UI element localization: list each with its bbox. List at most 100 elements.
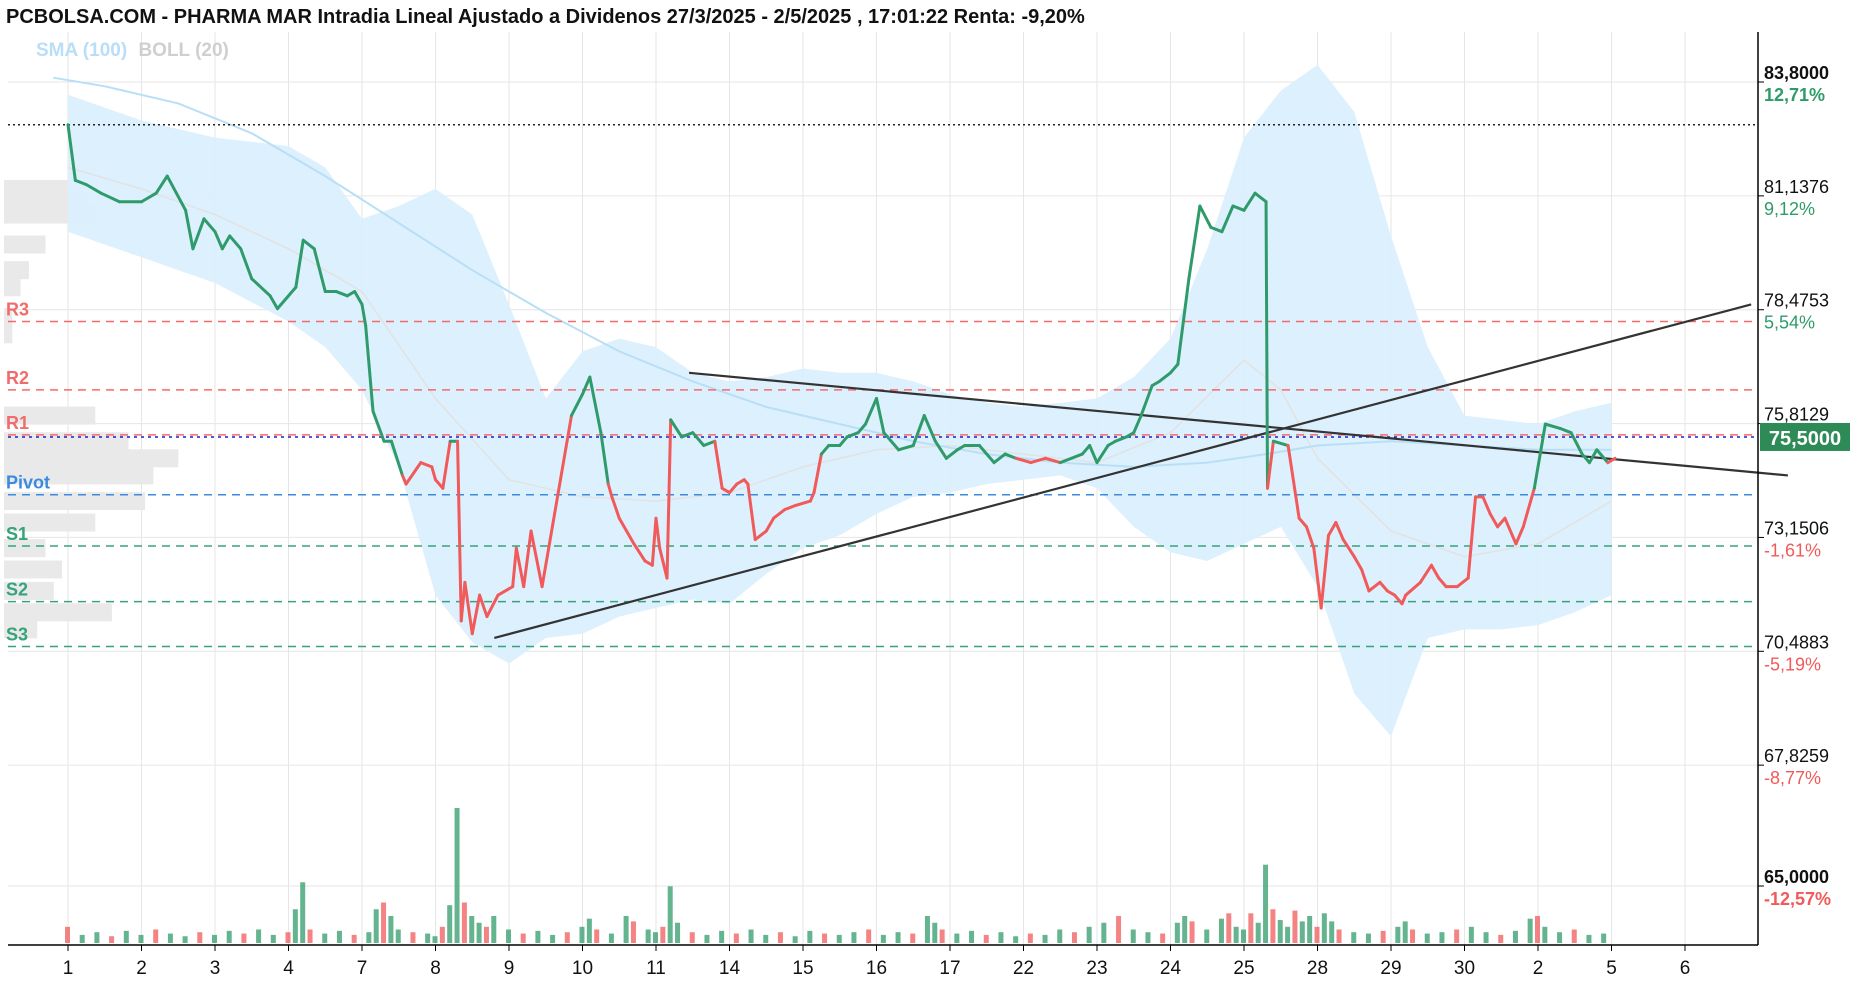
volume-bar [1270, 909, 1276, 943]
price-segment [529, 529, 544, 589]
volume-bar [1255, 922, 1261, 943]
price-segment [1327, 520, 1338, 537]
price-segment [1569, 431, 1584, 456]
volume-bar [1101, 922, 1107, 943]
volume-bar [763, 934, 769, 943]
price-segment [1157, 371, 1172, 383]
level-label-r2: R2 [6, 368, 29, 388]
price-segment [430, 465, 437, 482]
price-segment [1014, 456, 1033, 465]
price-segment [1266, 439, 1275, 490]
price-segment [1334, 520, 1345, 542]
volume-bar [1233, 926, 1239, 943]
x-tick-label: 8 [430, 958, 441, 979]
x-tick-label: 28 [1307, 958, 1328, 979]
price-segment [371, 409, 386, 443]
y-tick-label: 73,1506 [1764, 518, 1829, 538]
x-tick-label: 3 [210, 958, 221, 979]
price-segment [1242, 191, 1257, 212]
sma-legend[interactable]: SMA (100) [36, 40, 128, 61]
volume-bar [1527, 918, 1533, 943]
volume-bar [1586, 934, 1592, 943]
price-segment [239, 247, 254, 281]
x-tick-label: 24 [1160, 958, 1182, 979]
volume-bar [1314, 926, 1320, 943]
volume-bar [1498, 934, 1504, 943]
price-segment [1304, 525, 1316, 550]
price-segment [485, 593, 500, 619]
price-segment [419, 461, 434, 469]
volume-bar [1160, 933, 1166, 943]
price-segment [588, 375, 603, 435]
volume-bar [439, 926, 445, 943]
volume-bar [270, 934, 276, 943]
y-tick-percent: 12,71% [1764, 85, 1825, 105]
y-tick-percent: -1,61% [1764, 540, 1821, 560]
volume-bar [425, 933, 431, 943]
volume-bar [1571, 929, 1577, 943]
volume-bar [1277, 920, 1283, 943]
volume-bar [1182, 916, 1188, 943]
volume-bar [1204, 929, 1210, 943]
price-segment [650, 516, 658, 567]
volume-profile-bar [4, 261, 29, 280]
volume-bar [1557, 932, 1563, 943]
volume-bar [153, 929, 159, 943]
price-segment [275, 285, 298, 311]
volume-profile-bar [4, 325, 13, 344]
volume-bar [623, 916, 629, 943]
price-segment [1253, 191, 1268, 204]
volume-bar [594, 929, 600, 943]
volume-bar [924, 916, 930, 943]
price-segment [268, 294, 279, 311]
x-tick-label: 6 [1680, 958, 1691, 979]
volume-bar [483, 926, 489, 943]
price-segment [154, 174, 169, 195]
y-tick-label: 81,1376 [1764, 177, 1829, 197]
price-segment [1496, 516, 1507, 529]
price-segment [812, 452, 823, 495]
volume-bar [704, 934, 710, 943]
volume-bar [1336, 929, 1342, 943]
volume-bar [792, 936, 798, 943]
price-segment [202, 217, 217, 234]
x-tick-label: 11 [646, 958, 666, 979]
volume-bar [476, 922, 482, 943]
price-segment [1264, 200, 1270, 490]
level-label-s3: S3 [6, 625, 28, 645]
volume-bar [1329, 921, 1335, 943]
x-tick-label: 9 [504, 958, 515, 979]
volume-bar [79, 934, 85, 943]
volume-profile-bar [4, 308, 13, 327]
boll-legend[interactable]: BOLL (20) [138, 40, 229, 61]
price-segment [617, 516, 636, 546]
volume-bar [645, 929, 651, 943]
price-segment [1481, 495, 1492, 516]
price-segment [753, 529, 768, 542]
volume-profile-bar [4, 603, 112, 622]
volume-bar [94, 932, 100, 943]
price-segment [632, 542, 647, 563]
price-segment [1286, 444, 1301, 520]
volume-bar [197, 932, 203, 943]
price-segment [1220, 204, 1235, 234]
x-tick-label: 5 [1606, 958, 1617, 979]
volume-profile-bar [4, 560, 63, 579]
volume-bar [535, 930, 541, 943]
price-segment [610, 495, 621, 520]
price-segment [1367, 580, 1382, 593]
price-segment [581, 375, 592, 396]
volume-profile-bar [4, 492, 146, 511]
price-segment [1580, 452, 1591, 465]
price-segment [165, 174, 188, 212]
price-segment [783, 503, 798, 512]
volume-bar [983, 934, 989, 943]
price-segment [1455, 576, 1470, 589]
sma-line [53, 76, 1612, 468]
volume-bar [506, 929, 511, 943]
volume-bar [1468, 926, 1474, 943]
volume-bar [608, 933, 614, 943]
volume-bar [469, 916, 475, 943]
price-segment [228, 234, 243, 251]
x-tick-label: 15 [792, 958, 813, 979]
